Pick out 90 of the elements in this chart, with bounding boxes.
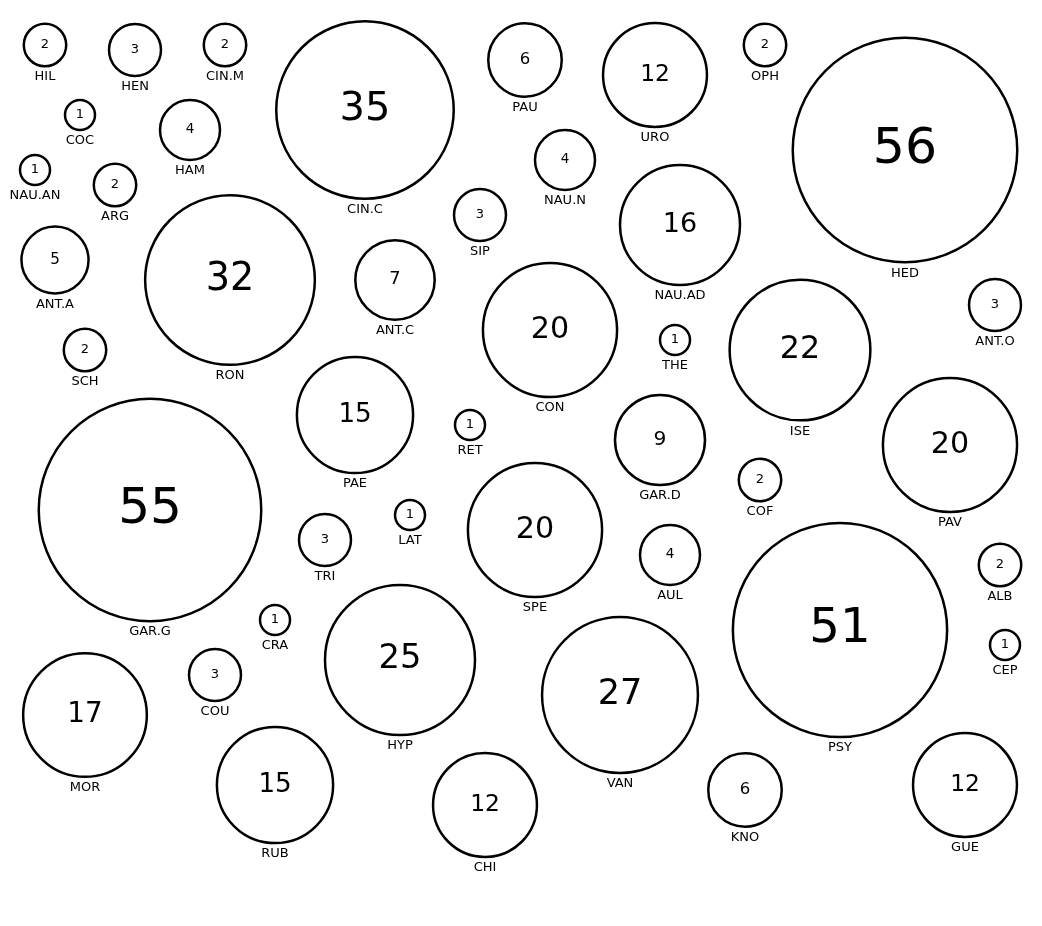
data-label: 25 (378, 637, 422, 677)
data-label: 1 (670, 331, 680, 347)
data-label: 1 (1000, 636, 1010, 652)
data-label: 5 (50, 249, 60, 268)
category-label: NAU.AD (654, 287, 706, 303)
category-label: PSY (827, 739, 853, 755)
category-label: GAR.G (129, 623, 171, 639)
category-label: PAE (342, 475, 368, 491)
category-label: COU (200, 703, 230, 719)
category-label: MOR (69, 779, 101, 795)
data-label: 1 (405, 506, 415, 522)
category-label: PAU (512, 98, 538, 114)
data-label: 3 (320, 531, 330, 547)
data-label: 3 (130, 41, 140, 57)
data-label: 4 (560, 150, 570, 167)
category-label: GAR.D (639, 487, 681, 503)
category-label: GUE (951, 839, 979, 855)
data-label: 2 (110, 176, 120, 192)
category-label: RON (215, 367, 245, 383)
data-label: 2 (220, 36, 230, 52)
data-label: 20 (515, 509, 555, 545)
category-label: HEN (121, 78, 149, 94)
data-label: 3 (990, 296, 1000, 312)
data-label: 1 (30, 161, 40, 177)
data-label: 20 (530, 309, 570, 345)
data-label: 27 (597, 670, 643, 712)
data-label: 1 (75, 106, 85, 122)
category-label: COC (65, 132, 95, 148)
category-label: SIP (470, 243, 491, 259)
category-label: NAU.AN (9, 187, 61, 203)
category-label: CIN.C (347, 200, 383, 216)
category-label: HIL (34, 68, 57, 84)
category-label: LAT (398, 532, 422, 548)
data-label: 15 (338, 397, 372, 428)
category-label: HAM (175, 162, 205, 178)
data-label: 15 (258, 767, 292, 798)
category-label: SCH (71, 373, 99, 389)
category-label: OPH (751, 68, 779, 84)
category-label: KNO (730, 828, 760, 844)
category-label: CEP (992, 662, 1018, 678)
category-label: CRA (261, 637, 289, 653)
data-label: 2 (755, 471, 765, 487)
data-label: 55 (118, 476, 182, 535)
category-label: ANT.O (975, 333, 1015, 349)
category-label: COF (746, 503, 774, 519)
data-label: 2 (760, 36, 770, 52)
data-label: 4 (185, 120, 195, 137)
category-label: THE (661, 357, 688, 373)
category-label: CHI (473, 859, 497, 875)
data-label: 17 (67, 695, 103, 729)
category-label: ANT.A (35, 295, 75, 311)
category-label: CON (535, 399, 565, 415)
data-label: 6 (519, 49, 531, 69)
data-label: 2 (80, 341, 90, 357)
data-label: 6 (739, 779, 751, 799)
data-label: 9 (653, 426, 667, 451)
category-label: AUL (657, 587, 684, 603)
data-label: 12 (950, 768, 980, 797)
category-label: HED (891, 264, 919, 280)
data-label: 51 (809, 597, 871, 654)
category-label: ARG (101, 208, 129, 224)
category-label: HYP (387, 737, 413, 753)
category-label: ISE (789, 422, 811, 438)
data-label: 20 (930, 424, 970, 460)
category-label: NAU.N (544, 192, 586, 208)
category-label: URO (640, 129, 670, 145)
category-label: SPE (522, 599, 548, 615)
category-label: RET (457, 442, 483, 458)
data-label: 35 (339, 82, 391, 129)
category-label: RUB (261, 845, 289, 861)
data-label: 56 (872, 115, 938, 175)
category-label: CIN.M (206, 68, 244, 84)
data-label: 3 (210, 666, 220, 682)
data-label: 2 (40, 36, 50, 52)
data-label: 3 (475, 206, 485, 222)
category-label: VAN (606, 775, 634, 791)
data-label: 12 (470, 788, 500, 817)
category-label: TRI (313, 568, 336, 584)
data-label: 1 (465, 416, 475, 432)
data-label: 4 (665, 545, 675, 562)
data-label: 2 (995, 556, 1005, 572)
data-label: 12 (640, 58, 670, 87)
category-label: PAV (938, 514, 963, 530)
category-label: ALB (987, 588, 1013, 604)
category-label: ANT.C (375, 321, 415, 337)
data-label: 16 (662, 206, 698, 238)
data-label: 32 (205, 254, 255, 299)
data-label: 1 (270, 611, 280, 627)
data-label: 7 (389, 267, 401, 289)
data-label: 22 (779, 328, 821, 365)
